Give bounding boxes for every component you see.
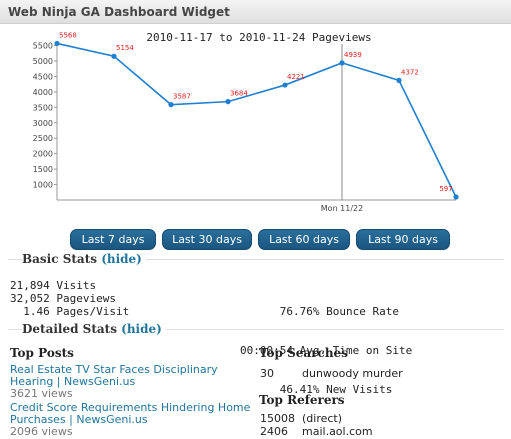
basic-stats-heading: Basic Stats (hide): [22, 252, 146, 266]
y-tick-label: 2500: [33, 134, 53, 143]
data-point: [168, 102, 174, 108]
data-label: 4939: [344, 51, 362, 59]
top-search-row: 30 dunwoody murder: [260, 368, 403, 380]
pageviews-chart: 2010-11-17 to 2010-11-24 Pageviews 1000 15…: [0, 25, 511, 225]
data-label: 5154: [116, 44, 134, 52]
data-point: [111, 53, 117, 59]
basic-stats-right: 76.76% Bounce Rate 00:00:54 Avg. Time on…: [240, 279, 500, 409]
basic-stats-title: Basic Stats: [22, 252, 97, 266]
top-post-views: 2096 views: [10, 425, 73, 438]
basic-stats-hide-link[interactable]: (hide): [101, 252, 142, 266]
top-posts-heading: Top Posts: [10, 346, 74, 360]
y-tick-label: 4500: [33, 72, 53, 81]
search-count: 30: [260, 367, 274, 380]
referer-count: 2406: [260, 425, 288, 438]
referer-source: (direct): [302, 412, 343, 425]
x-tick-label: Mon 11/22: [321, 204, 363, 213]
avg-time-stat: 00:00:54 Avg. Time on Site: [240, 344, 413, 357]
y-tick-label: 4000: [33, 88, 53, 97]
y-tick-label: 2000: [33, 150, 53, 159]
chart-title: 2010-11-17 to 2010-11-24 Pageviews: [146, 31, 371, 44]
detailed-stats-hide-link[interactable]: (hide): [121, 322, 162, 336]
top-post-link[interactable]: Credit Score Requirements Hindering Home…: [10, 401, 251, 426]
range-button-bar: Last 7 days Last 30 days Last 60 days La…: [0, 229, 511, 251]
data-label: 5568: [59, 31, 77, 39]
top-referer-row: 2406 mail.aol.com: [260, 426, 373, 438]
y-tick-label: 5000: [33, 57, 53, 66]
y-tick-label: 5500: [33, 42, 53, 51]
detailed-stats-divider: [8, 329, 504, 330]
data-point: [225, 99, 231, 105]
y-tick-label: 3000: [33, 119, 53, 128]
data-point: [453, 194, 459, 200]
last-30-days-button[interactable]: Last 30 days: [162, 229, 252, 250]
data-point: [54, 40, 60, 47]
last-60-days-button[interactable]: Last 60 days: [258, 229, 350, 250]
top-referers-heading: Top Referers: [259, 393, 345, 407]
data-label: 4372: [401, 68, 419, 76]
referer-source: mail.aol.com: [302, 425, 373, 438]
widget-title[interactable]: Web Ninja GA Dashboard Widget: [0, 0, 511, 24]
data-point: [339, 60, 345, 66]
data-point: [282, 82, 288, 88]
detailed-stats-heading: Detailed Stats (hide): [22, 322, 166, 336]
top-post-item: Real Estate TV Star Faces Disciplinary H…: [10, 364, 255, 400]
search-term: dunwoody murder: [302, 367, 403, 380]
data-point: [396, 77, 402, 83]
new-visits-stat: 46.41% New Visits: [240, 383, 393, 396]
last-7-days-button[interactable]: Last 7 days: [70, 229, 156, 250]
data-label: 597: [439, 185, 452, 193]
bounce-rate-stat: 76.76% Bounce Rate: [240, 305, 399, 318]
basic-stats-left: 21,894 Visits 32,052 Pageviews 1.46 Page…: [10, 279, 210, 318]
data-label: 3684: [230, 90, 248, 98]
y-tick-label: 3500: [33, 103, 53, 112]
top-post-link[interactable]: Real Estate TV Star Faces Disciplinary H…: [10, 363, 218, 388]
data-label: 4221: [287, 73, 305, 81]
series-line: [56, 42, 457, 198]
pageviews-stat: 32,052 Pageviews: [10, 292, 116, 305]
y-tick-label: 1500: [33, 165, 53, 174]
y-tick-label: 1000: [33, 181, 53, 190]
data-label: 3587: [173, 93, 191, 101]
top-post-item: Credit Score Requirements Hindering Home…: [10, 402, 255, 438]
pageviews-chart-svg: 2010-11-17 to 2010-11-24 Pageviews 1000 15…: [33, 31, 459, 213]
pages-per-visit-stat: 1.46 Pages/Visit: [10, 305, 130, 318]
top-searches-heading: Top Searches: [259, 346, 348, 360]
last-90-days-button[interactable]: Last 90 days: [356, 229, 450, 250]
top-post-views: 3621 views: [10, 387, 73, 400]
basic-stats-divider: [8, 259, 504, 260]
visits-stat: 21,894 Visits: [10, 279, 97, 292]
referer-count: 15008: [260, 412, 295, 425]
top-referer-row: 15008 (direct): [260, 413, 342, 425]
detailed-stats-title: Detailed Stats: [22, 322, 117, 336]
